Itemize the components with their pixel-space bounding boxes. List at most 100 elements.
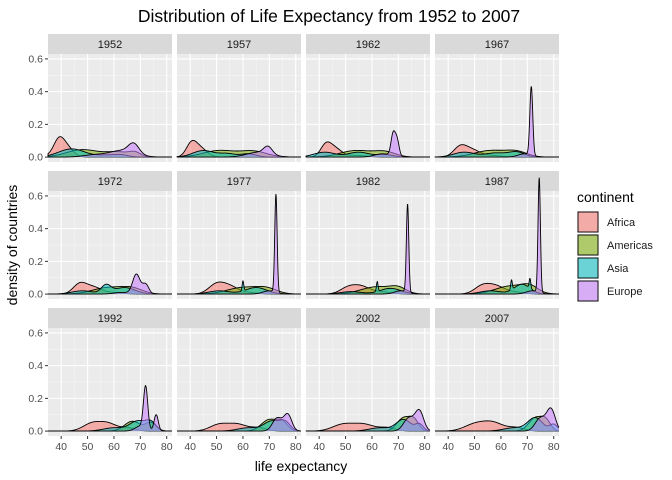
- facet-strip: [177, 308, 301, 328]
- x-tick-label: 60: [366, 441, 378, 453]
- facet-strip: [48, 171, 172, 191]
- chart-title: Distribution of Life Expectancy from 195…: [138, 6, 520, 26]
- facet-strip: [435, 171, 559, 191]
- legend-items: Africa Americas Asia Europe: [577, 211, 653, 302]
- facet-strip-label: 1982: [356, 176, 380, 188]
- density-area-africa: [177, 423, 301, 432]
- density-area-asia: [435, 417, 559, 432]
- facet-panel-2002: 2002 40 50 60 70 80: [305, 308, 431, 453]
- density-area-europe: [177, 194, 301, 295]
- x-tick-label: 50: [82, 441, 94, 453]
- density-area-asia: [306, 152, 430, 158]
- density-area-europe: [177, 146, 301, 158]
- facet-strip-label: 1992: [98, 313, 122, 325]
- legend-swatch: [577, 257, 599, 279]
- density-area-africa: [435, 420, 559, 432]
- x-tick-label: 40: [184, 441, 196, 453]
- facet-strip-label: 1987: [485, 176, 509, 188]
- y-tick-label: 0.4: [28, 360, 43, 372]
- facet-strip: [306, 34, 430, 54]
- facet-strip: [48, 34, 172, 54]
- density-area-asia: [177, 150, 301, 158]
- facet-strip-label: 2007: [485, 313, 509, 325]
- legend-label: Europe: [607, 286, 642, 298]
- x-tick-label: 50: [469, 441, 481, 453]
- facet-strip: [435, 34, 559, 54]
- density-area-europe: [177, 413, 301, 432]
- legend-item-africa: Africa: [577, 211, 636, 233]
- facet-strip: [177, 171, 301, 191]
- legend-item-europe: Europe: [577, 280, 642, 302]
- density-area-asia: [48, 148, 172, 158]
- facet-strip: [177, 34, 301, 54]
- y-tick-label: 0.6: [28, 190, 43, 202]
- density-area-europe: [48, 274, 172, 295]
- legend: continent Africa Americas Asia Europe: [577, 189, 653, 302]
- density-line-europe: [48, 273, 172, 295]
- x-tick-label: 70: [392, 441, 404, 453]
- density-area-asia: [306, 419, 430, 432]
- facet-strip-label: 1957: [227, 39, 251, 51]
- legend-label: Asia: [607, 263, 629, 275]
- facet-panel-2007: 2007 40 50 60 70 80: [434, 308, 560, 453]
- density-area-africa: [306, 423, 430, 432]
- facet-strip-label: 1967: [485, 39, 509, 51]
- x-tick-label: 40: [442, 441, 454, 453]
- density-area-africa: [177, 282, 301, 295]
- y-tick-label: 0.6: [28, 53, 43, 65]
- facet-panel-1962: 1962: [305, 34, 430, 162]
- legend-item-asia: Asia: [577, 257, 629, 279]
- facet-strip-label: 1977: [227, 176, 251, 188]
- density-area-europe: [48, 142, 172, 158]
- x-tick-label: 70: [263, 441, 275, 453]
- legend-label: Africa: [607, 217, 636, 229]
- x-tick-label: 60: [237, 441, 249, 453]
- facet-strip-label: 2002: [356, 313, 380, 325]
- y-tick-label: 0.6: [28, 327, 43, 339]
- density-area-europe: [435, 407, 559, 432]
- y-tick-label: 0.4: [28, 86, 43, 98]
- density-area-europe: [48, 385, 172, 432]
- x-tick-label: 40: [55, 441, 67, 453]
- x-tick-label: 40: [313, 441, 325, 453]
- facet-strip-label: 1997: [227, 313, 251, 325]
- facet-panel-1967: 1967: [434, 34, 559, 162]
- x-axis-label: life expectancy: [255, 458, 348, 474]
- facet-strip: [48, 308, 172, 328]
- facet-panel-1972: 1972 0.0 0.2 0.4 0.6: [28, 171, 172, 301]
- legend-swatch: [577, 234, 599, 256]
- facet-panel-1982: 1982: [306, 171, 430, 299]
- facet-strip: [435, 308, 559, 328]
- y-axis-label: density of countries: [4, 185, 20, 306]
- density-line-europe: [48, 384, 172, 432]
- x-tick-label: 60: [495, 441, 507, 453]
- facet-panel-1997: 1997 40 50 60 70 80: [177, 308, 302, 453]
- facet-panel-1992: 1992 0.0 0.2 0.4 0.6 40 50 60 70 80: [28, 308, 173, 453]
- x-tick-label: 70: [521, 441, 533, 453]
- y-tick-label: 0.0: [28, 152, 43, 164]
- density-area-asia: [48, 284, 172, 295]
- x-tick-label: 50: [340, 441, 352, 453]
- density-line-europe: [306, 408, 431, 432]
- y-tick-label: 0.0: [28, 426, 43, 438]
- density-line-europe: [435, 407, 560, 432]
- y-tick-label: 0.2: [28, 256, 43, 268]
- y-tick-label: 0.0: [28, 289, 43, 301]
- facet-strip-label: 1962: [356, 39, 380, 51]
- y-tick-label: 0.4: [28, 223, 43, 235]
- legend-item-americas: Americas: [577, 234, 653, 256]
- density-line-europe: [435, 177, 559, 295]
- facet-strip: [306, 171, 430, 191]
- density-line-europe: [177, 193, 301, 295]
- density-area-europe: [306, 409, 430, 432]
- x-tick-label: 80: [548, 441, 560, 453]
- legend-label: Americas: [607, 240, 653, 252]
- facet-strip: [306, 308, 430, 328]
- density-line-europe: [177, 145, 301, 158]
- facet-strip-label: 1952: [98, 39, 122, 51]
- density-line-europe: [48, 142, 172, 158]
- legend-title: continent: [577, 189, 634, 205]
- density-area-asia: [435, 278, 559, 295]
- density-area-europe: [306, 130, 430, 158]
